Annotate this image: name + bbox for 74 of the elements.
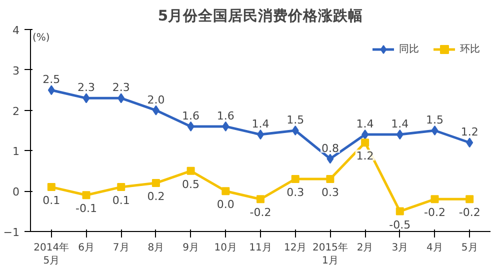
point	[430, 195, 439, 204]
data-label: -0.2	[458, 206, 480, 220]
data-label: 1.4	[356, 118, 374, 131]
x-tick-label: 8月	[148, 242, 164, 254]
x-tick-label: 6月	[78, 242, 94, 254]
x-tick-label: 9月	[182, 242, 199, 254]
x-tick-label: 5月	[461, 242, 478, 254]
point	[431, 126, 438, 136]
data-label: 2.0	[147, 93, 165, 106]
x-tick-label: 2月	[356, 242, 374, 254]
data-label: 0.5	[182, 178, 200, 191]
legend-label: 同比	[399, 42, 419, 56]
y-tick-label: −1	[3, 226, 20, 239]
point	[292, 126, 299, 136]
point	[187, 121, 194, 132]
y-tick-label: 4	[12, 24, 20, 37]
y-tick-label: 0	[12, 186, 20, 199]
data-label: 0.0	[216, 198, 234, 212]
point	[362, 130, 369, 140]
data-label: 0.3	[286, 186, 304, 199]
point	[466, 195, 474, 204]
x-tick-label: 11月	[249, 242, 272, 254]
point	[82, 191, 90, 200]
data-label: 0.8	[321, 142, 339, 155]
x-tick-label: 2015年 1月	[312, 242, 348, 267]
data-label: 2.3	[112, 81, 130, 94]
point	[222, 121, 230, 132]
point	[186, 166, 195, 175]
point	[152, 105, 160, 116]
x-tick-label: 3月	[392, 242, 408, 254]
data-label: 1.6	[216, 109, 234, 122]
data-label: 0.3	[321, 186, 339, 199]
data-label: 1.5	[426, 114, 444, 126]
x-tick-label: 12月	[284, 242, 307, 254]
data-label: 0.1	[112, 194, 130, 208]
data-label: 2.5	[42, 73, 60, 86]
x-tick-label: 10月	[214, 242, 238, 254]
point	[152, 179, 160, 188]
point	[326, 154, 334, 164]
data-label: -0.2	[250, 206, 272, 220]
data-label: 2.3	[78, 81, 96, 94]
y-axis-title: (%)	[32, 32, 50, 44]
data-label: -0.1	[76, 202, 97, 216]
x-tick-label: 2014年 5月	[34, 242, 70, 267]
data-label: -0.5	[389, 218, 411, 232]
point	[82, 93, 90, 104]
point	[466, 138, 474, 148]
y-tick-label: 3	[12, 64, 20, 78]
data-label: 1.2	[356, 150, 374, 163]
data-label: -0.2	[424, 206, 446, 220]
x-tick-label: 7月	[112, 242, 130, 254]
point	[256, 195, 264, 204]
y-tick-label: 1	[12, 145, 20, 158]
data-label: 1.6	[182, 109, 200, 122]
point	[117, 183, 126, 192]
data-label: 1.5	[286, 114, 304, 126]
chart-title: 5月份全国居民消费价格涨跌幅	[158, 8, 364, 24]
legend-label: 环比	[460, 42, 480, 56]
data-label: 1.2	[460, 126, 478, 139]
data-label: 1.4	[391, 118, 409, 131]
point	[48, 85, 55, 96]
point	[396, 207, 404, 216]
point	[326, 174, 334, 183]
point	[47, 183, 56, 192]
point	[222, 187, 230, 196]
point	[118, 93, 125, 104]
data-label: 1.4	[252, 118, 270, 131]
point	[291, 174, 300, 183]
data-label: 0.2	[147, 190, 165, 204]
point	[396, 130, 404, 140]
x-tick-label: 4月	[426, 242, 443, 254]
y-tick-label: 2	[12, 104, 20, 118]
data-label: 0.1	[42, 194, 60, 208]
point	[361, 138, 370, 147]
